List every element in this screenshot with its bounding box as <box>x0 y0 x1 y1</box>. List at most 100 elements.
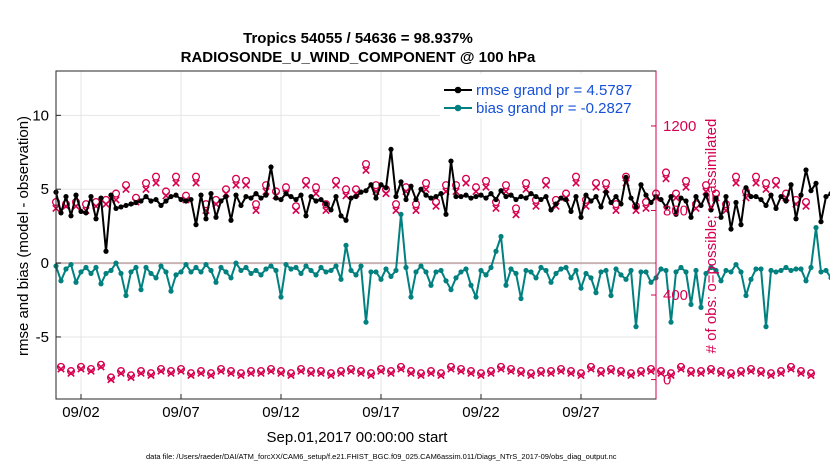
possible-obs-marker <box>231 174 241 183</box>
assimilated-obs-marker <box>412 206 420 215</box>
right-tick-label: 0 <box>663 372 671 389</box>
rmse-point <box>288 193 294 200</box>
rmse-point <box>648 199 654 206</box>
bias-point <box>63 266 69 272</box>
rmse-point <box>553 201 559 207</box>
possible-obs-marker <box>796 367 806 376</box>
rmse-point <box>343 217 349 223</box>
possible-obs-marker <box>521 178 531 188</box>
assimilated-obs-marker <box>762 185 770 194</box>
right-tick-label: 800 <box>663 202 688 219</box>
assimilated-obs-marker <box>687 369 695 377</box>
possible-obs-marker <box>511 204 521 213</box>
assimilated-obs-marker <box>797 369 805 377</box>
rmse-point <box>258 195 264 201</box>
assimilated-obs-marker <box>292 206 300 215</box>
bias-point <box>558 266 564 272</box>
rmse-point <box>208 191 214 197</box>
grid-lines <box>56 71 656 399</box>
rmse-point <box>338 213 344 219</box>
possible-obs-marker <box>311 183 321 192</box>
assimilated-obs-marker <box>207 371 215 380</box>
bias-point <box>108 267 114 274</box>
rmse-point <box>73 192 79 198</box>
rmse-point <box>503 193 509 200</box>
possible-obs-marker <box>376 364 386 374</box>
possible-obs-marker <box>206 369 216 378</box>
assimilated-obs-marker <box>297 367 305 375</box>
bias-point <box>818 269 824 275</box>
bias-point <box>293 264 299 271</box>
legend-rmse-label: rmse grand pr = 4.5787 <box>476 82 632 99</box>
possible-obs-marker <box>106 373 116 382</box>
bias-point <box>448 287 454 293</box>
possible-obs-marker <box>656 367 666 376</box>
rmse-point <box>493 196 499 203</box>
assimilated-obs-marker <box>527 371 535 380</box>
bias-point <box>373 269 379 275</box>
bias-point <box>668 319 674 325</box>
rmse-point <box>88 193 94 200</box>
rmse-point <box>398 179 404 185</box>
assimilated-obs-marker <box>637 369 645 377</box>
bias-point <box>393 267 399 274</box>
rmse-point <box>683 198 689 204</box>
rmse-point <box>753 193 759 200</box>
possible-obs-marker <box>356 367 366 376</box>
bias-point <box>608 292 614 299</box>
assimilated-obs-marker <box>77 365 85 373</box>
bias-point <box>288 266 294 272</box>
bias-point <box>743 292 749 299</box>
assimilated-obs-marker <box>337 369 345 377</box>
rmse-point <box>63 193 69 200</box>
assimilated-obs-marker <box>657 369 665 377</box>
rmse-point <box>308 193 314 200</box>
rmse-point <box>483 195 489 201</box>
possible-obs-marker <box>151 172 161 181</box>
assimilated-obs-marker <box>427 369 435 377</box>
assimilated-obs-marker <box>767 371 775 380</box>
possible-obs-marker <box>756 367 766 376</box>
legend: rmse grand pr = 4.5787 bias grand pr = -… <box>440 74 655 118</box>
bias-point <box>713 267 719 274</box>
possible-obs-marker <box>196 367 206 376</box>
bias-point <box>588 275 594 281</box>
assimilated-obs-marker <box>252 206 260 215</box>
bias-point <box>698 304 704 310</box>
assimilated-obs-marker <box>642 204 650 213</box>
assimilated-obs-marker <box>322 206 330 215</box>
bias-point <box>168 288 174 294</box>
rmse-point <box>488 191 494 197</box>
bias-point <box>213 279 219 285</box>
possible-obs-marker <box>236 369 246 378</box>
rmse-point <box>573 193 579 200</box>
rmse-point <box>283 191 289 197</box>
assimilated-obs-marker <box>367 371 375 380</box>
assimilated-obs-marker <box>407 369 415 377</box>
assimilated-obs-marker <box>312 189 320 198</box>
rmse-point <box>238 202 244 209</box>
assimilated-obs-marker <box>532 202 540 211</box>
rmse-point <box>643 192 649 198</box>
possible-obs-marker <box>751 172 761 181</box>
assimilated-obs-marker <box>672 194 680 202</box>
assimilated-obs-marker <box>677 365 685 373</box>
bias-point <box>228 275 234 281</box>
bias-point <box>718 278 724 284</box>
bias-point <box>328 267 334 274</box>
rmse-point <box>663 204 669 210</box>
assimilated-obs-marker <box>507 367 515 375</box>
bias-point <box>603 267 609 274</box>
assimilated-obs-marker <box>807 371 815 380</box>
bias-point <box>218 264 224 271</box>
bias-point <box>163 269 169 275</box>
rmse-point <box>133 199 139 206</box>
assimilated-obs-marker <box>572 179 580 187</box>
assimilated-obs-marker <box>737 369 745 377</box>
bias-point <box>153 275 159 281</box>
possible-obs-marker <box>661 168 671 177</box>
bias-point <box>803 278 809 284</box>
rmse-point <box>638 182 644 188</box>
assimilated-obs-marker <box>557 367 565 375</box>
rmse-point <box>758 196 764 203</box>
